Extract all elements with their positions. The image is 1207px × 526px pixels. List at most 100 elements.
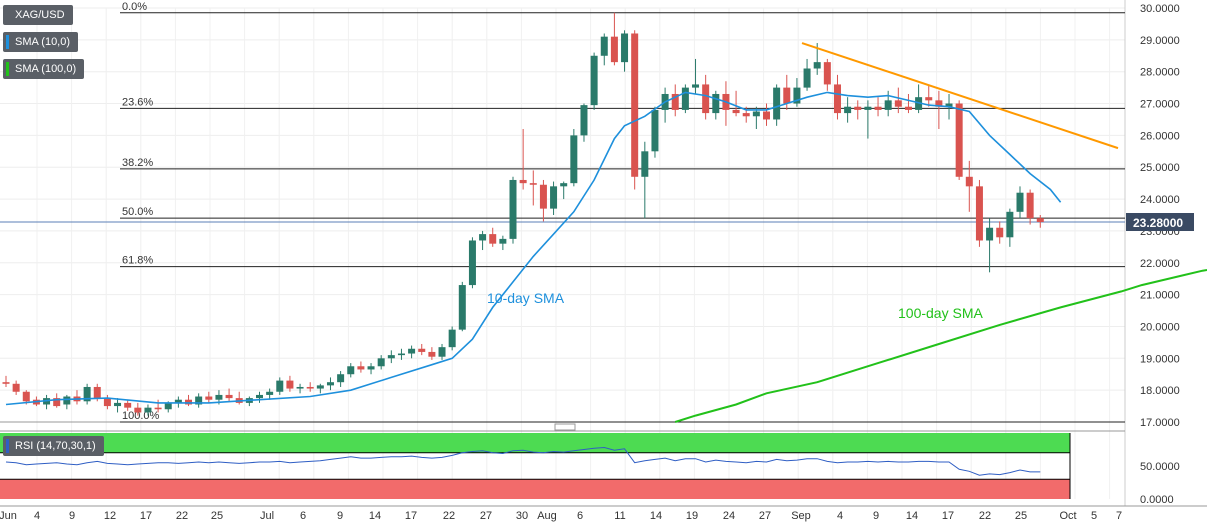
candle-body — [296, 386, 304, 389]
x-tick-label: 25 — [211, 510, 223, 522]
x-tick-label: 22 — [443, 510, 455, 522]
x-tick-label: 17 — [942, 510, 954, 522]
price-tag-value: 23.28000 — [1133, 216, 1183, 230]
x-tick-label: 25 — [1015, 510, 1027, 522]
x-tick-label: 27 — [480, 510, 492, 522]
y-tick-label: 27.0000 — [1140, 99, 1180, 111]
rsi-overbought-zone — [0, 433, 1070, 453]
candle-body — [732, 109, 740, 114]
candle-body — [570, 135, 578, 184]
candle-body — [692, 84, 700, 88]
candle-body — [408, 348, 416, 354]
candle-body — [124, 402, 132, 408]
candle-body — [813, 62, 821, 69]
rsi-panel — [0, 433, 1071, 499]
candle-body — [854, 106, 862, 110]
x-tick-label: 24 — [723, 510, 735, 522]
candle-body — [458, 285, 466, 330]
candle-body — [823, 62, 831, 85]
candle-body — [438, 347, 446, 357]
candle-body — [2, 382, 10, 384]
x-tick-label: 9 — [69, 510, 75, 522]
sma10-annotation: 10-day SMA — [487, 290, 565, 306]
grid — [0, 0, 1207, 507]
candle-body — [894, 100, 902, 107]
candle-body — [286, 380, 294, 389]
candle-body — [174, 399, 182, 403]
candle-body — [195, 396, 203, 405]
x-tick-label: 4 — [837, 510, 843, 522]
x-tick-label: 6 — [577, 510, 583, 522]
candle-body — [742, 113, 750, 117]
candle-body — [114, 402, 122, 407]
x-tick-label: 17 — [140, 510, 152, 522]
candle-body — [651, 109, 659, 152]
y-tick-label: 28.0000 — [1140, 67, 1180, 79]
candle-body — [93, 386, 101, 399]
legend-rsi-label: RSI (14,70,30,1) — [15, 440, 96, 452]
candle-body — [864, 106, 872, 110]
candle-body — [904, 106, 912, 110]
x-tick-label: 17 — [405, 510, 417, 522]
candle-body — [1006, 211, 1014, 238]
candle-body — [134, 407, 142, 413]
y-tick-label: 21.0000 — [1140, 290, 1180, 302]
candle-body — [621, 33, 629, 63]
candle-body — [986, 227, 994, 241]
candle-body — [773, 87, 781, 120]
candle-body — [550, 186, 558, 209]
candle-body — [1026, 192, 1034, 219]
candle-body — [347, 366, 355, 375]
y-tick-label: 26.0000 — [1140, 130, 1180, 142]
candle-body — [965, 176, 973, 187]
candle-body — [367, 366, 375, 370]
fib-label: 0.0% — [122, 1, 147, 13]
fib-label: 38.2% — [122, 157, 153, 169]
candle-body — [185, 399, 193, 405]
sma100-line — [674, 268, 1207, 423]
candle-body — [53, 398, 61, 407]
x-tick-label: 22 — [979, 510, 991, 522]
candle-body — [215, 394, 223, 400]
candle-body — [529, 183, 537, 185]
x-tick-label: 22 — [176, 510, 188, 522]
candle-body — [337, 374, 345, 383]
rsi-tick-label: 0.0000 — [1140, 494, 1174, 506]
candle-body — [144, 407, 152, 413]
x-tick-label: 9 — [873, 510, 879, 522]
y-tick-label: 24.0000 — [1140, 194, 1180, 206]
candle-body — [803, 68, 811, 88]
candle-body — [925, 97, 933, 101]
x-tick-label: 9 — [337, 510, 343, 522]
candle-body — [164, 402, 172, 410]
legend-symbol[interactable]: XAG/USD — [3, 5, 73, 25]
candle-body — [83, 386, 91, 402]
x-tick-label: 30 — [516, 510, 528, 522]
candle-body — [154, 407, 162, 410]
candle-body — [276, 380, 284, 392]
candle-body — [326, 382, 334, 386]
x-tick-label: 14 — [650, 510, 662, 522]
candle-body — [468, 240, 476, 286]
y-axis: 30.0000 29.0000 28.0000 27.0000 26.0000 25.00… — [1140, 3, 1180, 506]
candle-body — [489, 234, 497, 244]
price-tag-box — [1126, 213, 1194, 232]
candle-body — [600, 36, 608, 56]
y-tick-label: 19.0000 — [1140, 353, 1180, 365]
x-tick-label: 11 — [614, 510, 625, 522]
candle-body — [874, 106, 882, 110]
rsi-line — [5, 446, 1041, 476]
candle-body — [844, 106, 852, 114]
candle-body — [763, 111, 770, 120]
candle-body — [22, 391, 30, 402]
candle-body — [955, 103, 963, 177]
candle-body — [387, 355, 395, 359]
candle-body — [712, 93, 720, 114]
candle-body — [590, 55, 598, 106]
legend-sma100[interactable]: SMA (100,0) — [3, 59, 85, 79]
fib-label: 100.0% — [122, 410, 160, 422]
legend-rsi[interactable]: RSI (14,70,30,1) — [3, 436, 104, 456]
legend-sma100-label: SMA (100,0) — [15, 63, 77, 75]
legend-sma10[interactable]: SMA (10,0) — [3, 32, 79, 52]
